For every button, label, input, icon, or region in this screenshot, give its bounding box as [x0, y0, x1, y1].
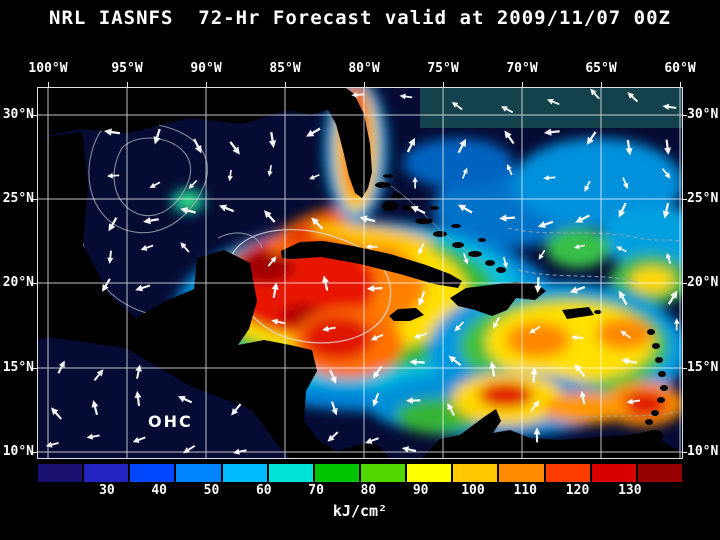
colorbar-cell-6 — [314, 464, 359, 482]
lat-tick-mark-right — [683, 199, 687, 200]
lat-tick-mark-right — [683, 115, 687, 116]
lat-tick-mark-left — [33, 115, 37, 116]
colorbar-cell-11 — [545, 464, 590, 482]
lat-tick-mark-right — [683, 283, 687, 284]
colorbar-tick-label: 40 — [151, 483, 168, 498]
colorbar-tick-label: 50 — [203, 483, 220, 498]
lon-tick-mark — [522, 82, 523, 87]
colorbar-cell-0 — [38, 464, 83, 482]
lat-tick-label-right: 10°N — [687, 444, 719, 459]
lon-tick-label: 60°W — [664, 61, 696, 76]
colorbar-cell-2 — [130, 464, 175, 482]
colorbar-tick-label: 60 — [255, 483, 272, 498]
colorbar-cell-9 — [453, 464, 498, 482]
lat-tick-mark-left — [33, 452, 37, 453]
lat-tick-label-right: 20°N — [687, 275, 719, 290]
lat-tick-label-left: 20°N — [2, 275, 34, 290]
lat-tick-mark-left — [33, 283, 37, 284]
lat-tick-mark-left — [33, 199, 37, 200]
page-title: NRL IASNFS 72-Hr Forecast valid at 2009/… — [49, 7, 671, 29]
lon-tick-mark — [364, 82, 365, 87]
lon-tick-label: 95°W — [111, 61, 143, 76]
colorbar-cell-4 — [222, 464, 267, 482]
lon-tick-label: 75°W — [427, 61, 459, 76]
colorbar-cell-8 — [407, 464, 452, 482]
current-vector-arrows — [45, 88, 680, 455]
lat-tick-label-left: 15°N — [2, 360, 34, 375]
lon-tick-mark — [285, 82, 286, 87]
lon-tick-mark — [206, 82, 207, 87]
colorbar-cell-3 — [176, 464, 221, 482]
lon-tick-mark — [127, 82, 128, 87]
colorbar-cell-12 — [591, 464, 636, 482]
lon-tick-label: 90°W — [190, 61, 222, 76]
colorbar-cell-5 — [268, 464, 313, 482]
lat-tick-label-left: 10°N — [2, 444, 34, 459]
colorbar-cell-13 — [637, 464, 682, 482]
colorbar-tick-label: 90 — [412, 483, 429, 498]
colorbar-tick-label: 70 — [308, 483, 324, 498]
colorbar-unit-label: kJ/cm² — [332, 502, 388, 520]
field-label-ohc: OHC — [148, 412, 193, 431]
lat-lon-grid — [38, 88, 682, 458]
lat-tick-label-right: 30°N — [687, 107, 719, 122]
lon-tick-mark — [443, 82, 444, 87]
colorbar-tick-label: 30 — [99, 483, 115, 498]
lat-tick-label-right: 15°N — [687, 360, 719, 375]
lat-tick-mark-right — [683, 452, 687, 453]
colorbar-tick-label: 80 — [360, 483, 377, 498]
lon-tick-mark — [680, 82, 681, 87]
lon-tick-label: 100°W — [28, 61, 68, 76]
colorbar-tick-label: 110 — [513, 483, 537, 498]
lon-tick-label: 85°W — [269, 61, 301, 76]
ohc-forecast-map — [38, 88, 682, 458]
colorbar-tick-label: 130 — [618, 483, 642, 498]
colorbar-cell-10 — [499, 464, 544, 482]
lon-tick-label: 65°W — [585, 61, 617, 76]
lon-tick-mark — [48, 82, 49, 87]
colorbar-cell-1 — [84, 464, 129, 482]
colorbar — [38, 464, 682, 482]
lat-tick-label-left: 25°N — [2, 191, 34, 206]
colorbar-cell-7 — [360, 464, 406, 482]
lat-tick-label-left: 30°N — [2, 107, 34, 122]
lon-tick-label: 70°W — [506, 61, 538, 76]
lat-tick-mark-right — [683, 368, 687, 369]
lon-tick-label: 80°W — [348, 61, 380, 76]
map-plot-area — [37, 87, 683, 459]
lat-tick-label-right: 25°N — [687, 191, 719, 206]
colorbar-tick-label: 100 — [461, 483, 485, 498]
lon-tick-mark — [601, 82, 602, 87]
colorbar-tick-label: 120 — [565, 483, 590, 498]
out-of-domain-mask — [420, 88, 682, 128]
lat-tick-mark-left — [33, 368, 37, 369]
